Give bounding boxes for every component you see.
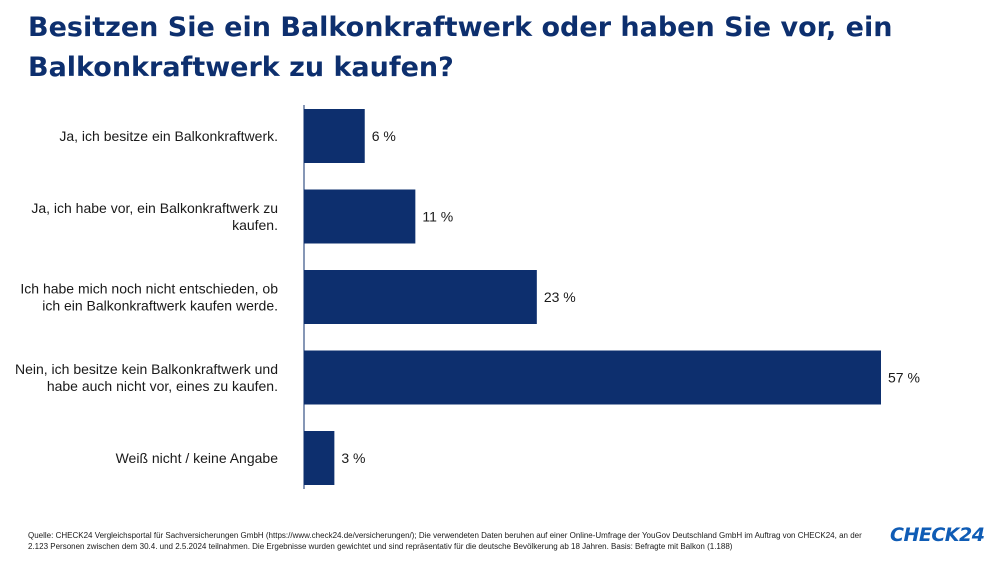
check24-logo: CHECK24 <box>890 524 985 546</box>
bar-5 <box>304 431 335 485</box>
bar-2 <box>304 189 416 244</box>
value-label-4: 57 % <box>888 370 920 386</box>
category-label-1: Ja, ich besitze ein Balkonkraftwerk. <box>59 128 278 144</box>
value-label-1: 6 % <box>372 128 396 144</box>
category-label-3: Ich habe mich noch nicht entschieden, ob… <box>20 281 278 314</box>
value-label-3: 23 % <box>544 289 576 305</box>
category-label-2: Ja, ich habe vor, ein Balkonkraftwerk zu… <box>31 200 278 233</box>
bar-4 <box>304 350 881 405</box>
chart-title: Besitzen Sie ein Balkonkraftwerk oder ha… <box>28 12 893 83</box>
value-label-2: 11 % <box>422 209 453 225</box>
bar-1 <box>304 109 365 163</box>
category-label-4: Nein, ich besitze kein Balkonkraftwerk u… <box>15 361 278 394</box>
source-footnote: Quelle: CHECK24 Vergleichsportal für Sac… <box>28 531 862 551</box>
bar-chart: 6 % Ja, ich besitze ein Balkonkraftwerk. 1… <box>15 105 920 489</box>
category-label-5: Weiß nicht / keine Angabe <box>116 450 279 466</box>
bar-3 <box>304 270 537 324</box>
value-label-5: 3 % <box>341 450 365 466</box>
